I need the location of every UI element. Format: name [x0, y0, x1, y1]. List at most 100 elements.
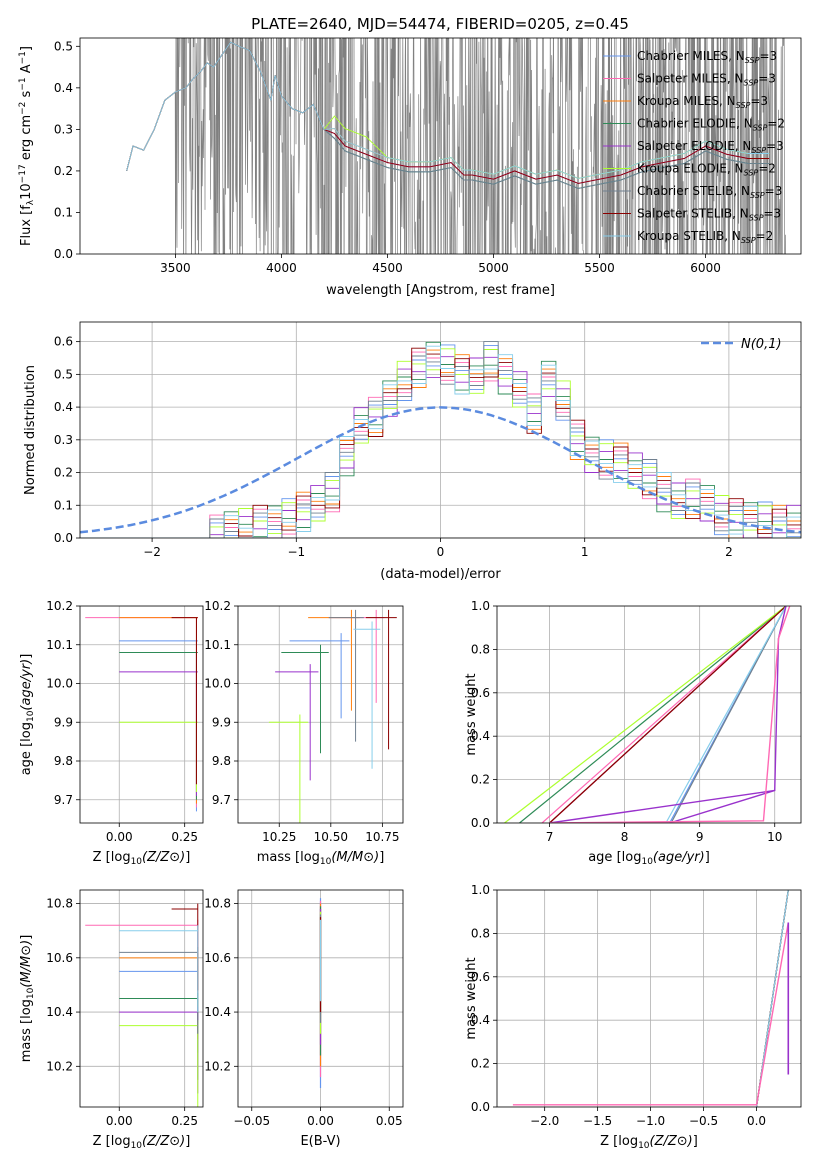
- model-spectrum-line: [126, 41, 770, 179]
- x-tick-label: −1: [287, 545, 305, 559]
- y-tick-label: 0.0: [471, 1100, 490, 1114]
- x-tick-label: 0.00: [106, 830, 133, 844]
- legend-label: Chabrier ELODIE, NSSP=2: [637, 117, 785, 133]
- y-tick-label: 0.6: [471, 686, 490, 700]
- y-tick-label: 1.0: [471, 883, 490, 897]
- y-tick-label: 0.1: [54, 205, 73, 219]
- y-tick-label: 10.8: [204, 897, 231, 911]
- axes-frame: [496, 605, 802, 824]
- plot-area: [80, 606, 203, 823]
- y-axis-label: mass weight: [464, 957, 479, 1039]
- cumulative-weight-line: [549, 606, 787, 823]
- y-tick-label: 0.5: [54, 39, 73, 53]
- plot-area: [497, 890, 801, 1107]
- y-axis-label: mass [log10(M/M⊙)]: [19, 935, 36, 1063]
- y-tick-label: 10.4: [46, 1005, 73, 1019]
- y-axis-label: Flux [fλ10−17 erg cm−2 s−1 A−1]: [18, 46, 36, 246]
- y-tick-label: 0.6: [54, 335, 73, 349]
- y-tick-label: 10.6: [46, 951, 73, 965]
- x-tick-label: 0.00: [307, 1114, 334, 1128]
- cumulative-weight-line: [549, 606, 791, 823]
- axes-frame: [79, 321, 802, 539]
- y-tick-label: 10.0: [204, 677, 231, 691]
- legend-label: Salpeter STELIB, NSSP=3: [637, 207, 781, 223]
- y-tick-label: 0.1: [54, 498, 73, 512]
- legend-label: Chabrier STELIB, NSSP=3: [637, 184, 782, 200]
- cumulative-weight-line: [541, 606, 787, 823]
- legend-label: Kroupa STELIB, NSSP=2: [637, 229, 773, 245]
- x-tick-label: 0: [437, 545, 445, 559]
- x-tick-label: −1.0: [636, 1114, 665, 1128]
- axes-frame: [237, 889, 404, 1108]
- weight-vs-metallicity-panel: −2.0 −1.5 −1.0 −0.5 0.0 0.0 0.2 0.4 0.6 0.8 1.0 Z […: [464, 883, 802, 1151]
- x-axis-label: (data-model)/error: [380, 567, 501, 582]
- axes-frame: [496, 889, 802, 1108]
- x-tick-label: 8: [621, 830, 629, 844]
- y-tick-label: 0.0: [54, 247, 73, 261]
- y-tick-label: 0.2: [54, 466, 73, 480]
- axes-frame: [237, 605, 404, 824]
- y-tick-label: 9.8: [212, 754, 231, 768]
- y-tick-label: 0.8: [471, 926, 490, 940]
- y-tick-label: 9.7: [212, 793, 231, 807]
- x-tick-label: 1: [581, 545, 589, 559]
- x-tick-label: 10.25: [262, 830, 296, 844]
- x-tick-label: −1.5: [583, 1114, 612, 1128]
- x-axis-label: Z [log10(Z/Z⊙)]: [93, 850, 191, 867]
- plot-area: [497, 606, 801, 823]
- y-axis-label: Normed distribution: [23, 365, 38, 495]
- x-tick-label: 0.0: [747, 1114, 766, 1128]
- plot-area: [126, 38, 786, 254]
- y-tick-label: 0.4: [54, 400, 73, 414]
- axes-frame: [79, 605, 204, 824]
- cumulative-weight-line: [665, 606, 787, 823]
- normal-distribution-curve: [80, 406, 801, 534]
- x-axis-label: Z [log10(Z/Z⊙)]: [93, 1134, 191, 1151]
- y-tick-label: 0.0: [54, 531, 73, 545]
- x-tick-label: 7: [546, 830, 554, 844]
- cumulative-weight-line: [519, 606, 787, 823]
- x-tick-label: 5000: [478, 261, 509, 275]
- x-tick-label: 10.50: [314, 830, 348, 844]
- x-tick-label: 10: [767, 830, 782, 844]
- plot-area: [80, 322, 801, 538]
- y-tick-label: 9.7: [54, 793, 73, 807]
- x-axis-label: Z [log10(Z/Z⊙)]: [600, 1134, 698, 1151]
- spectrum-panel: 3500 4000 4500 5000 5500 6000 0.0 0.1 0.2 0.3 0.4 0…: [18, 37, 802, 298]
- x-tick-label: 0.05: [376, 1114, 403, 1128]
- x-axis-label: E(B-V): [300, 1134, 340, 1149]
- legend-label: Chabrier MILES, NSSP=3: [637, 49, 777, 65]
- legend-label: Salpeter MILES, NSSP=3: [637, 72, 776, 88]
- x-tick-label: −2: [143, 545, 161, 559]
- x-tick-label: 10.75: [365, 830, 399, 844]
- y-tick-label: 10.2: [204, 1059, 231, 1073]
- y-tick-label: 0.5: [54, 367, 73, 381]
- y-tick-label: 10.2: [204, 599, 231, 613]
- axes-frame: [79, 889, 204, 1108]
- cumulative-weight-line: [504, 606, 787, 823]
- observed-spectrum: [126, 38, 786, 254]
- y-tick-label: 0.2: [471, 1057, 490, 1071]
- x-tick-label: 0.25: [171, 1114, 198, 1128]
- weight-vs-age-panel: 7 8 9 10 0.0 0.2 0.4 0.6 0.8 1.0 age [log10(age/yr…: [464, 599, 802, 867]
- plot-area: [238, 606, 403, 823]
- legend-label: Kroupa ELODIE, NSSP=2: [637, 162, 776, 178]
- legend-label: Salpeter ELODIE, NSSP=3: [637, 139, 784, 155]
- axes-frame: [79, 37, 802, 255]
- y-axis-label: age [log10(age/yr)]: [19, 654, 36, 776]
- figure-title: PLATE=2640, MJD=54474, FIBERID=0205, z=0…: [251, 15, 629, 33]
- x-tick-label: 6000: [690, 261, 721, 275]
- y-tick-label: 0.0: [471, 816, 490, 830]
- y-tick-label: 0.6: [471, 970, 490, 984]
- y-tick-label: 0.2: [471, 773, 490, 787]
- plot-area: [238, 890, 403, 1107]
- legend-label: Kroupa MILES, NSSP=3: [637, 94, 768, 110]
- y-tick-label: 10.2: [46, 1059, 73, 1073]
- x-tick-label: −0.5: [689, 1114, 718, 1128]
- mass-vs-ebv-panel: −0.05 0.00 0.05 10.2 10.4 10.6 10.8 E(B-V): [204, 889, 404, 1149]
- y-tick-label: 9.9: [54, 715, 73, 729]
- x-axis-label: age [log10(age/yr)]: [588, 850, 710, 867]
- x-tick-label: −0.05: [233, 1114, 270, 1128]
- y-axis-label: mass weight: [464, 673, 479, 755]
